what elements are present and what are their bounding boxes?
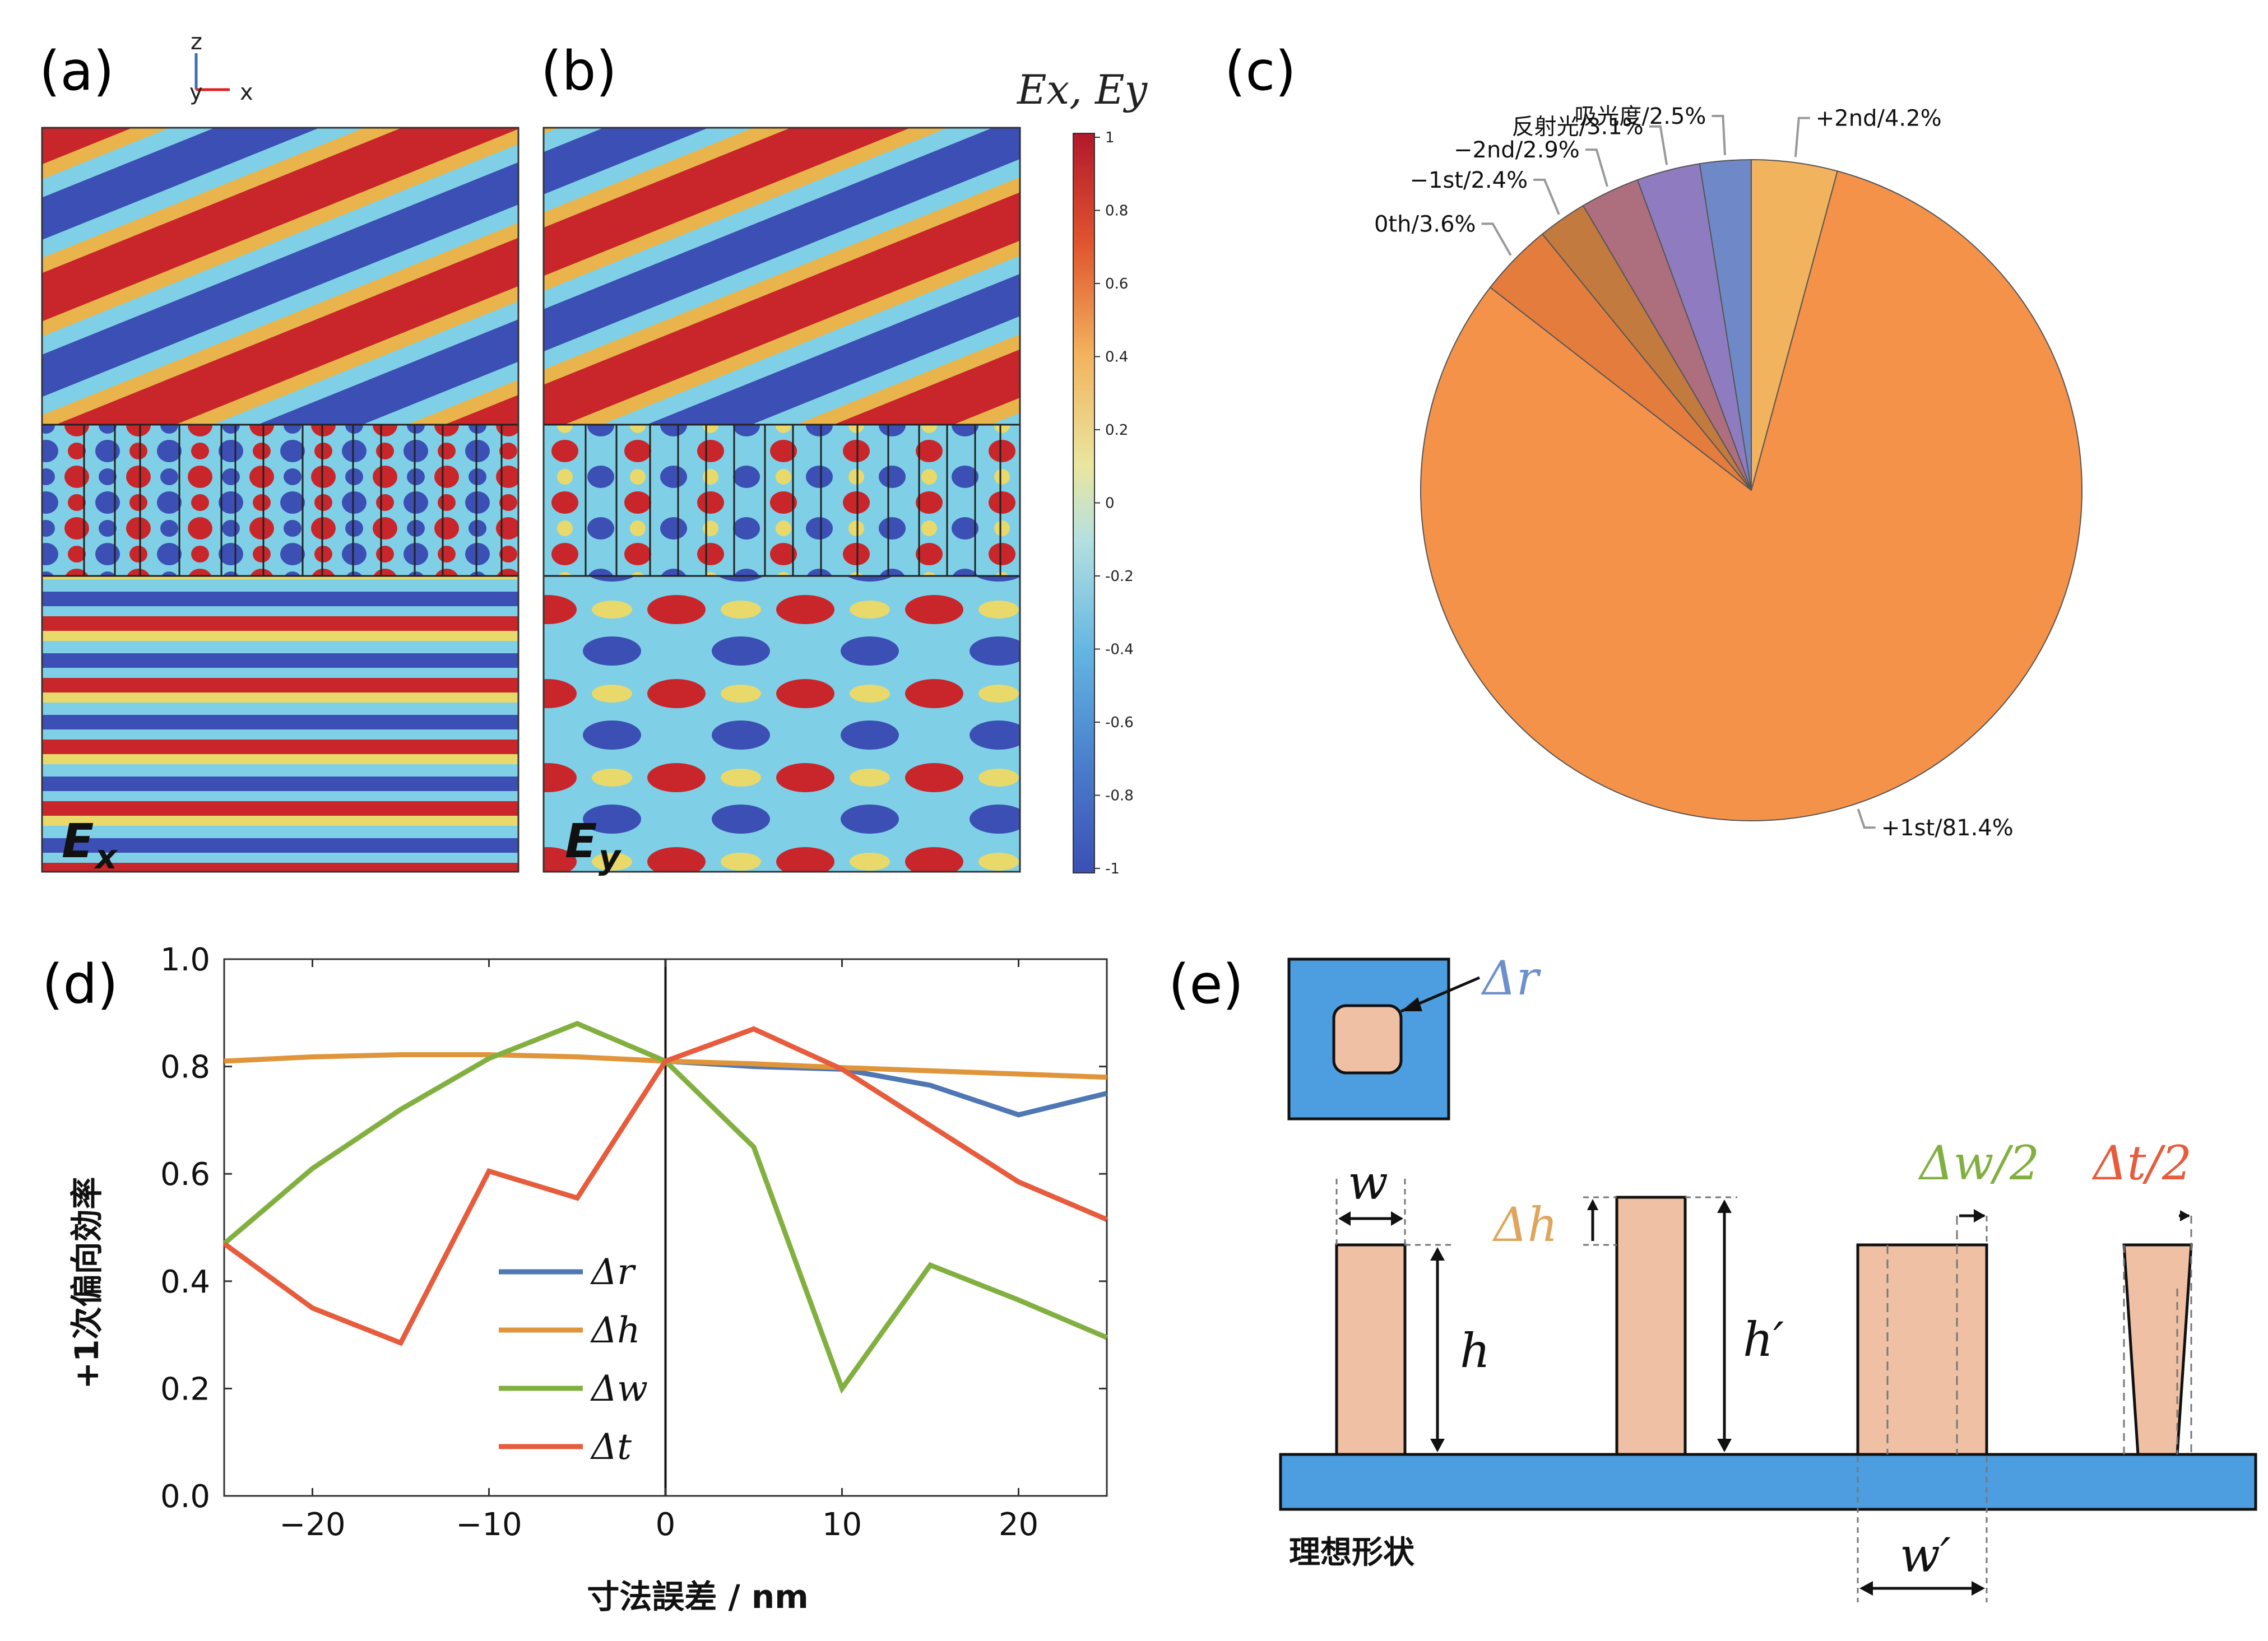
ideal-shape-label: 理想形状 <box>1289 1535 1415 1571</box>
field-map-ey: E y <box>542 127 1021 877</box>
panel-label-b: (b) <box>541 40 617 103</box>
x-axis-title: 寸法誤差 / nm <box>587 1578 808 1616</box>
w-symbol: w <box>1348 1155 1388 1210</box>
pie-leader-line <box>1857 808 1876 829</box>
colorbar-tick-label: -0.6 <box>1105 714 1134 731</box>
pillar-top-view <box>1332 1004 1403 1075</box>
panel-label-e: (e) <box>1168 953 1244 1016</box>
x-tick-label: −20 <box>279 1507 345 1543</box>
colorbar-tick-label: 0.4 <box>1105 349 1128 366</box>
pie-slice-label: −1st/2.4% <box>1410 168 1528 193</box>
panel-label-a: (a) <box>39 40 114 103</box>
dw2-symbol: Δw/2 <box>1918 1136 2039 1191</box>
panel-label-c: (c) <box>1225 40 1296 103</box>
y-tick-label: 0.6 <box>160 1156 210 1193</box>
pie-slice-label: +2nd/4.2% <box>1816 106 1942 132</box>
pie-slice-label: 反射光/3.1% <box>1512 114 1644 140</box>
colorbar: Ex, Ey 1 0.8 0.6 0.4 0.2 0 -0.2 -0.4 -0.6 -0.8 -1 <box>1016 66 1148 877</box>
colorbar-tick-label: 0 <box>1105 495 1115 512</box>
series-line <box>222 1026 1108 1346</box>
h-symbol: h <box>1460 1323 1490 1378</box>
pie-chart: +2nd/4.2% +1st/81.4% 0th/3.6% −1st/2.4% −2nd… <box>1374 104 2083 841</box>
pie-slice <box>1420 170 2083 821</box>
colorbar-tick-label: 1 <box>1105 129 1115 146</box>
hp-symbol: h′ <box>1743 1312 1784 1367</box>
axis-x-label: x <box>240 80 253 105</box>
pillar-ideal <box>1335 1243 1407 1456</box>
pie-slice-label: 吸光度/2.5% <box>1574 104 1706 129</box>
y-tick-label: 0.2 <box>160 1371 210 1407</box>
y-tick-label: 0.8 <box>160 1049 210 1086</box>
map-b-symbol: E <box>565 813 597 868</box>
substrate <box>1279 1453 2257 1511</box>
colorbar-ticks: 1 0.8 0.6 0.4 0.2 0 -0.2 -0.4 -0.6 -0.8 -1 <box>1094 129 1134 877</box>
legend-label: Δr <box>590 1252 636 1293</box>
axis-y-label: y <box>189 80 203 105</box>
legend-label: Δt <box>590 1426 632 1468</box>
colorbar-tick-label: -1 <box>1105 861 1120 877</box>
pie-leader-line <box>1481 222 1512 256</box>
pillar-tapered <box>2122 1243 2193 1456</box>
pie-slice-label: +1st/81.4% <box>1881 815 2014 841</box>
axis-z-label: z <box>191 29 202 55</box>
map-a-symbol: E <box>62 813 94 868</box>
x-tick-label: 0 <box>656 1507 676 1543</box>
colorbar-tick-label: 0.2 <box>1105 422 1128 439</box>
y-tick-label: 0.4 <box>160 1264 210 1300</box>
pie-leader-line <box>1712 114 1726 155</box>
map-b-subscript: y <box>599 838 622 877</box>
wp-symbol: w′ <box>1900 1528 1951 1583</box>
colorbar-tick-label: -0.8 <box>1105 788 1134 805</box>
axes-glyph: z y x <box>189 29 253 105</box>
y-tick-label: 0.0 <box>160 1479 210 1515</box>
pillar-taller <box>1615 1196 1687 1456</box>
line-chart: −20 −10 0 10 20 0.0 0.2 0.4 0.6 0.8 1.0 Δr Δh Δw Δt <box>160 942 1108 1543</box>
legend-label: Δw <box>590 1368 648 1410</box>
pillar-wider <box>1856 1243 1988 1456</box>
schematic: Δr 理想形状 w h Δh h′ Δw/2 <box>1279 951 2257 1602</box>
pie-slice-label: 0th/3.6% <box>1374 211 1476 237</box>
pie-leader-line <box>1794 117 1810 157</box>
x-tick-label: 20 <box>999 1507 1038 1543</box>
colorbar-title: Ex, Ey <box>1016 66 1148 113</box>
colorbar-tick-label: 0.8 <box>1105 203 1128 220</box>
y-tick-label: 1.0 <box>160 942 210 978</box>
field-map-ex: E x <box>41 127 520 877</box>
dr-symbol: Δr <box>1481 951 1542 1006</box>
y-axis-title: +1次偏向効率 <box>68 1177 106 1389</box>
dh-symbol: Δh <box>1492 1197 1558 1252</box>
pie-slice <box>1699 159 1752 491</box>
x-tick-label: −10 <box>456 1507 522 1543</box>
legend-label: Δh <box>590 1310 640 1351</box>
panel-label-d: (d) <box>42 953 118 1016</box>
colorbar-tick-label: -0.4 <box>1105 641 1134 658</box>
colorbar-tick-label: 0.6 <box>1105 276 1128 292</box>
x-tick-label: 10 <box>822 1507 862 1543</box>
pie-leader-line <box>1533 178 1560 215</box>
pie-leader-line <box>1649 125 1668 165</box>
pie-slice-label: −2nd/2.9% <box>1454 137 1580 163</box>
dt2-symbol: Δt/2 <box>2091 1136 2192 1191</box>
colorbar-tick-label: -0.2 <box>1105 568 1134 585</box>
pie-leader-line <box>1585 148 1608 187</box>
map-a-subscript: x <box>94 838 118 877</box>
